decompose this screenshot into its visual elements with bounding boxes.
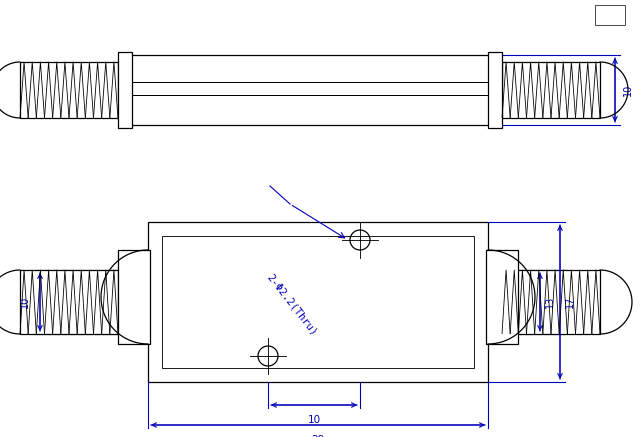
Bar [130, 55, 490, 125]
Text: 13: 13 [545, 296, 555, 308]
Text: 10: 10 [623, 84, 633, 96]
Bar [595, 5, 625, 25]
Bar [502, 62, 600, 118]
Bar [148, 222, 488, 382]
Bar [162, 236, 474, 368]
Bar [118, 250, 150, 344]
Bar [486, 250, 518, 344]
Bar [118, 52, 132, 128]
Bar [20, 62, 118, 118]
Text: 10: 10 [20, 296, 30, 308]
Bar [502, 270, 600, 334]
Text: 2-Φ2.2(Thru): 2-Φ2.2(Thru) [265, 272, 319, 337]
Bar [488, 52, 502, 128]
Bar [20, 270, 118, 334]
Text: 10: 10 [307, 415, 321, 425]
Text: 17: 17 [565, 296, 575, 308]
Text: 29: 29 [312, 435, 324, 437]
